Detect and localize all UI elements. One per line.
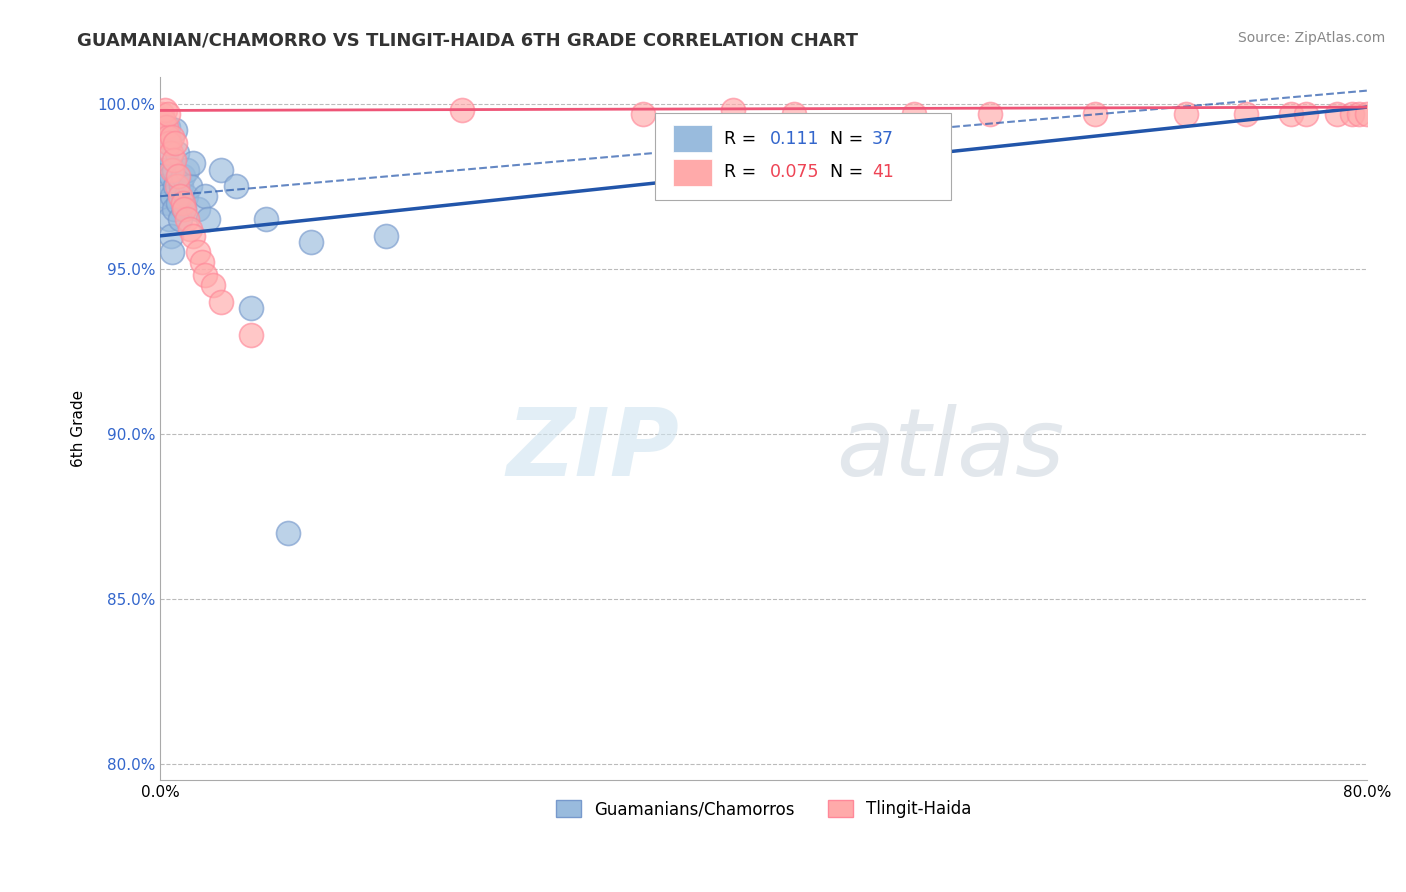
- Point: [239, 301, 262, 316]
- Point: [194, 268, 217, 283]
- Point: [167, 169, 190, 184]
- Point: [903, 107, 925, 121]
- Point: [150, 107, 173, 121]
- Point: [201, 278, 224, 293]
- Point: [187, 245, 209, 260]
- Text: 0.111: 0.111: [769, 129, 820, 147]
- Text: N =: N =: [830, 129, 863, 147]
- Legend: Guamanians/Chamorros, Tlingit-Haida: Guamanians/Chamorros, Tlingit-Haida: [548, 793, 979, 825]
- Point: [254, 212, 277, 227]
- Text: R =: R =: [724, 163, 756, 181]
- Point: [723, 103, 745, 118]
- Point: [150, 162, 173, 177]
- Text: GUAMANIAN/CHAMORRO VS TLINGIT-HAIDA 6TH GRADE CORRELATION CHART: GUAMANIAN/CHAMORRO VS TLINGIT-HAIDA 6TH …: [77, 31, 858, 49]
- Point: [183, 156, 205, 170]
- Point: [156, 195, 179, 210]
- Point: [155, 146, 177, 161]
- Bar: [673, 159, 711, 186]
- Text: ZIP: ZIP: [506, 404, 679, 496]
- Point: [152, 179, 174, 194]
- Point: [191, 255, 214, 269]
- Point: [156, 120, 179, 134]
- Point: [187, 202, 209, 217]
- Point: [163, 202, 186, 217]
- Point: [163, 162, 186, 177]
- Point: [166, 146, 188, 161]
- Point: [1234, 107, 1257, 121]
- Point: [159, 146, 181, 161]
- Point: [167, 195, 190, 210]
- Point: [172, 169, 194, 184]
- Point: [159, 228, 181, 243]
- Point: [162, 162, 184, 177]
- Point: [153, 189, 176, 203]
- Text: 0.075: 0.075: [769, 163, 820, 181]
- Point: [183, 228, 205, 243]
- Point: [179, 222, 201, 236]
- Text: Source: ZipAtlas.com: Source: ZipAtlas.com: [1237, 31, 1385, 45]
- Point: [209, 162, 232, 177]
- Point: [1295, 107, 1317, 121]
- Point: [1340, 107, 1362, 121]
- Point: [173, 202, 195, 217]
- Point: [194, 189, 217, 203]
- Text: atlas: atlas: [837, 404, 1064, 495]
- Point: [1279, 107, 1302, 121]
- Point: [163, 153, 186, 167]
- Point: [225, 179, 247, 194]
- Point: [209, 294, 232, 309]
- Point: [162, 129, 184, 144]
- Text: R =: R =: [724, 129, 756, 147]
- Point: [782, 107, 804, 121]
- Point: [172, 195, 194, 210]
- Text: 37: 37: [872, 129, 894, 147]
- Point: [165, 179, 187, 194]
- Point: [1084, 107, 1107, 121]
- Point: [165, 136, 187, 151]
- Point: [169, 212, 191, 227]
- Point: [179, 179, 201, 194]
- Point: [166, 179, 188, 194]
- Point: [979, 107, 1001, 121]
- Point: [299, 235, 322, 250]
- Bar: [673, 125, 711, 152]
- Point: [450, 103, 472, 118]
- Point: [1326, 107, 1348, 121]
- Point: [156, 107, 179, 121]
- Point: [631, 107, 654, 121]
- Point: [197, 212, 219, 227]
- Point: [157, 136, 180, 151]
- Point: [1355, 107, 1378, 121]
- Text: N =: N =: [830, 163, 863, 181]
- Point: [169, 189, 191, 203]
- Text: 41: 41: [872, 163, 894, 181]
- Point: [157, 212, 180, 227]
- Point: [176, 212, 198, 227]
- Point: [165, 123, 187, 137]
- Point: [173, 202, 195, 217]
- Point: [1348, 107, 1371, 121]
- Point: [174, 189, 197, 203]
- Point: [157, 136, 180, 151]
- Point: [156, 129, 179, 144]
- Y-axis label: 6th Grade: 6th Grade: [72, 391, 86, 467]
- Point: [155, 120, 177, 134]
- Point: [375, 228, 398, 243]
- Point: [153, 103, 176, 118]
- FancyBboxPatch shape: [655, 112, 950, 201]
- Point: [277, 525, 299, 540]
- Point: [1174, 107, 1197, 121]
- Point: [176, 162, 198, 177]
- Point: [162, 189, 184, 203]
- Point: [162, 245, 184, 260]
- Point: [170, 179, 193, 194]
- Point: [153, 129, 176, 144]
- Point: [159, 169, 181, 184]
- Point: [152, 113, 174, 128]
- Point: [239, 327, 262, 342]
